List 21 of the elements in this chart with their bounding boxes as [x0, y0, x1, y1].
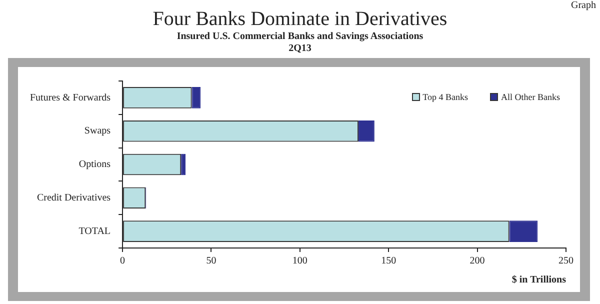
chart-subtitle: Insured U.S. Commercial Banks and Savings Associations 2Q13 [176, 31, 424, 55]
x-tick-label: 150 [381, 256, 396, 267]
x-tick-label: 0 [120, 256, 126, 267]
x-tick-label: 100 [292, 256, 308, 267]
bar [358, 120, 374, 142]
legend-label: All Other Banks [501, 92, 560, 102]
x-tick-label: 250 [558, 256, 574, 267]
y-tick-label: Credit Derivatives [36, 192, 111, 204]
x-tick-label: 50 [206, 256, 216, 267]
y-tick-label: Options [78, 159, 111, 170]
y-tick-label: TOTAL [78, 226, 111, 237]
y-tick-label: Swaps [84, 126, 111, 137]
y-tick-label: Futures & Forwards [30, 92, 111, 104]
text: Graph [571, 0, 596, 11]
chart-title: Four Banks Dominate in Derivatives [152, 8, 448, 30]
bar [509, 220, 538, 242]
x-tick-label: 200 [470, 256, 485, 267]
bar [181, 154, 186, 176]
legend-label: Top 4 Banks [422, 92, 468, 102]
x-axis-title: $ in Trillions [512, 274, 566, 286]
bar [192, 87, 201, 108]
